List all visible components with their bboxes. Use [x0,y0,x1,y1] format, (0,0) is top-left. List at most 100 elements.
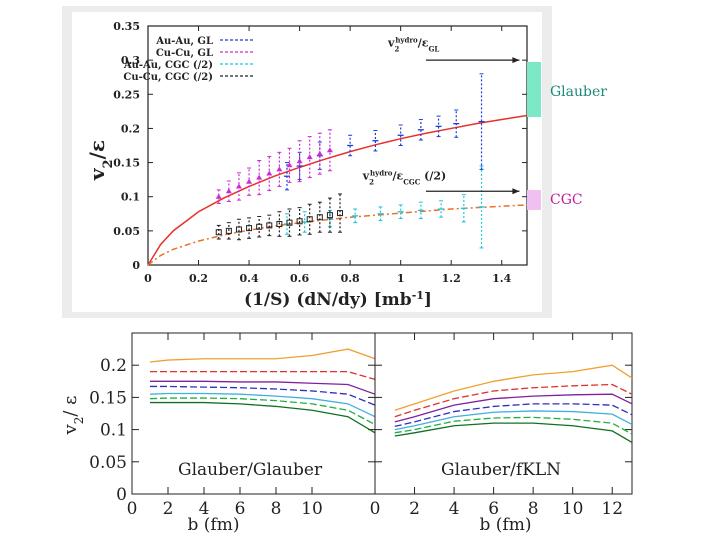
bottom-curve [394,383,633,418]
top-annotation-tail-sub: GL [428,44,439,53]
bottom-x-tick-label: 8 [271,499,282,519]
bottom-x-tick-label: 8 [528,499,539,519]
bottom-curve [149,392,376,418]
bottom-curve [150,401,376,434]
glauber-marker [527,62,541,117]
top-y-tick-label: 0 [132,259,140,272]
top-annotation-sub: 2 [394,44,399,53]
top-annotation-tail: /ε [392,170,403,183]
bottom-y-axis-label: v2/ ε [60,396,86,436]
bottom-y-tick-label: 0 [116,485,127,505]
bottom-curve [394,393,633,423]
top-data-point [266,170,273,176]
top-data-point [316,214,323,221]
top-data-point [246,225,253,232]
top-data-point [306,216,313,223]
bottom-panel-label: Glauber/fKLN [441,460,561,480]
top-data-point [286,219,293,226]
bottom-curve [394,403,633,428]
top-data-point [306,154,313,160]
top-data-point [215,229,222,236]
bottom-x-tick-label: 0 [127,499,138,519]
top-legend-label: Cu-Cu, CGC (/2) [123,72,213,83]
bottom-x-tick-label: 10 [562,499,584,519]
top-data-point [266,222,273,229]
top-legend-label: Au-Au, GL [155,36,213,47]
bottom-curve [394,410,633,431]
top-plot-inner [72,12,542,312]
bottom-y-axis-label-sub: 2 [72,417,86,425]
bottom-curve [394,416,633,435]
top-arrow-head [512,188,520,195]
top-data-point [256,174,263,180]
top-y-tick-label: 0.25 [113,88,140,101]
top-plot-frame [147,25,528,266]
bottom-panel-frame [374,332,633,495]
top-y-axis-label-end: /ε [85,140,109,159]
bottom-curve [394,422,633,444]
bottom-y-tick-label: 0.1 [100,421,127,441]
bottom-chart: 0 2 4 6 8 10 b (fm) Glauber/Glauber 0 2 4 6 8 10 12 b (… [60,332,633,535]
top-y-axis-label-sub: 2 [101,159,116,168]
top-x-tick-label: 0.8 [341,272,360,285]
bottom-curve [149,348,376,363]
top-data-point [215,193,222,199]
bottom-x-tick-label: 6 [235,499,246,519]
top-data-point [276,166,283,172]
top-data-point [276,221,283,228]
top-arrow-head [512,57,520,64]
top-chart: 0 0.05 0.1 0.15 0.2 0.25 0.3 0.35 0 0.2 0.4 0.6 0.8 1… [85,20,528,310]
top-x-tick-label: 0.2 [189,272,208,285]
top-x-tick-label: 0.4 [239,272,258,285]
top-annotation-sup: hydro [395,35,418,44]
bottom-x-tick-label: 4 [449,499,460,519]
top-data-point [316,150,323,156]
bottom-y-tick-label: 0.05 [89,453,127,473]
bottom-curve [150,385,376,406]
bottom-y-tick-label: 0.2 [100,356,127,376]
top-annotation-tail-end: (/2) [420,170,446,183]
top-data-point [256,223,263,230]
top-annotation-sup: hydro [370,168,393,177]
top-x-axis-label-end: ] [424,290,432,310]
bottom-curve [149,397,376,426]
top-data-point [246,178,253,184]
bottom-curve [150,370,376,380]
top-annotation-sub: 2 [369,177,374,186]
top-data-point [326,147,333,153]
bottom-x-tick-label: 6 [488,499,499,519]
top-x-tick-label: 0.6 [290,272,309,285]
bottom-x-tick-label: 4 [199,499,210,519]
top-x-axis-label-sup: -1 [412,289,424,302]
top-y-tick-label: 0.15 [113,157,140,170]
top-data-point [235,183,242,189]
top-y-tick-label: 0.2 [121,122,140,135]
top-data-point [326,212,333,219]
bottom-x-tick-label: 0 [370,499,381,519]
top-legend-label: Au-Au, CGC (/2) [123,60,213,71]
cgc-label: CGC [550,192,583,208]
top-data-point [286,162,293,168]
cgc-marker [527,190,541,210]
bottom-curve [150,380,376,395]
glauber-label: Glauber [550,84,607,100]
top-y-tick-label: 0.05 [113,225,140,238]
bottom-x-tick-label: 10 [301,499,323,519]
top-curve [147,204,528,266]
bottom-panel-label: Glauber/Glauber [178,460,323,480]
top-data-point [235,226,242,233]
top-data-point [225,188,232,194]
bottom-x-tick-label: 2 [409,499,420,519]
top-x-tick-label: 1.2 [442,272,461,285]
bottom-curve [394,364,633,411]
top-x-tick-label: 0 [144,272,152,285]
bottom-x-tick-label: 12 [601,499,623,519]
top-y-tick-label: 0.1 [121,191,140,204]
side-legend: Glauber CGC [527,62,607,210]
top-y-tick-label: 0.3 [121,54,140,67]
top-data-point [225,227,232,234]
top-y-tick-label: 0.35 [113,20,140,33]
bottom-x-axis-label: b (fm) [188,515,240,535]
